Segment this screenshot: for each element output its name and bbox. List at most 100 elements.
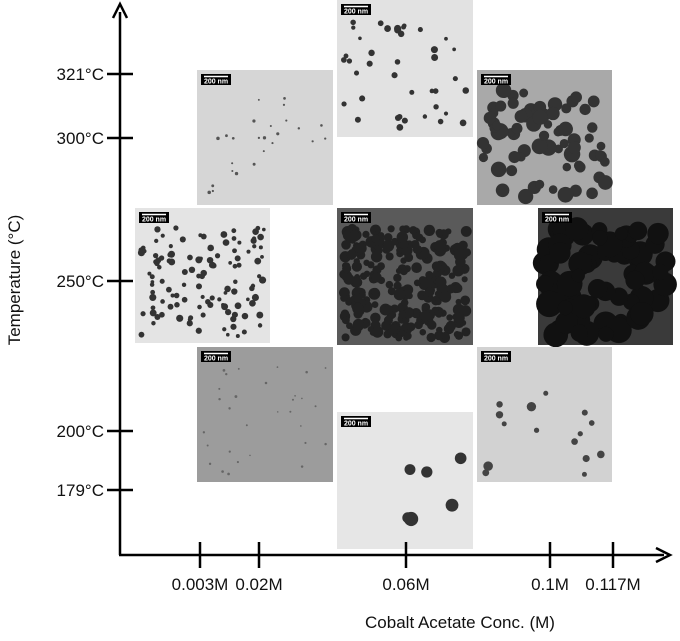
particle — [231, 288, 238, 295]
particle — [195, 283, 202, 290]
particle — [393, 273, 402, 283]
particle — [402, 512, 414, 524]
particle — [573, 160, 584, 171]
particle — [452, 76, 458, 82]
particle — [222, 327, 227, 332]
particle — [222, 239, 230, 246]
particle — [257, 274, 262, 279]
particle — [571, 438, 578, 445]
particle — [483, 111, 497, 125]
particle — [387, 287, 396, 296]
particle — [430, 46, 438, 54]
particle — [245, 424, 248, 427]
particle — [394, 24, 402, 32]
particle — [341, 333, 350, 342]
particle — [324, 367, 327, 369]
particle — [234, 302, 242, 310]
particle — [652, 263, 669, 281]
particle — [231, 228, 237, 234]
particle — [409, 89, 415, 95]
particle — [439, 291, 452, 303]
particle — [168, 244, 173, 249]
particle — [421, 466, 433, 478]
particle — [594, 150, 605, 160]
particle — [460, 295, 471, 306]
y-tick-label: 250°C — [57, 272, 104, 291]
particle — [157, 265, 162, 270]
particle — [625, 270, 645, 290]
scale-bar-label: 200 nm — [142, 217, 166, 224]
particle — [208, 257, 214, 262]
particle — [406, 292, 413, 300]
particle — [385, 252, 394, 261]
particle — [392, 323, 400, 330]
particle — [435, 310, 443, 318]
particle — [221, 470, 224, 473]
particle — [396, 231, 409, 243]
particle — [455, 256, 466, 268]
particle — [557, 300, 573, 316]
particle — [461, 327, 471, 337]
particle — [508, 151, 521, 164]
particle — [152, 252, 159, 259]
particle — [228, 261, 233, 265]
particle — [234, 171, 239, 176]
particle — [393, 288, 406, 301]
particle — [427, 320, 437, 330]
particle — [394, 114, 402, 122]
particle — [571, 294, 596, 319]
scale-bar-box — [341, 212, 371, 223]
particle — [446, 284, 456, 294]
particle — [459, 119, 467, 127]
particle — [252, 228, 259, 235]
particle — [311, 140, 314, 143]
particle — [257, 136, 261, 140]
particle — [209, 295, 215, 301]
particle — [341, 239, 351, 250]
particle — [220, 231, 228, 238]
particle — [351, 261, 363, 272]
particle — [276, 411, 279, 413]
particle — [549, 242, 571, 264]
particle — [413, 279, 421, 287]
particle — [261, 227, 266, 232]
y-tick-label: 179°C — [57, 481, 104, 500]
particle — [371, 272, 382, 283]
particle — [431, 261, 442, 272]
particle — [205, 298, 211, 305]
particle — [260, 254, 264, 259]
particle — [495, 82, 512, 99]
particle — [433, 240, 446, 252]
particle — [584, 133, 594, 143]
scale-bar-box — [341, 416, 371, 427]
particle — [208, 462, 212, 466]
particle — [384, 25, 391, 32]
particle — [343, 273, 355, 285]
particle — [297, 127, 301, 130]
particle — [422, 114, 428, 119]
particle — [404, 253, 414, 263]
particle — [232, 248, 237, 254]
particle — [582, 454, 590, 463]
particle — [443, 111, 449, 116]
particle — [418, 276, 427, 285]
particle — [429, 88, 435, 94]
particle — [234, 395, 238, 398]
particle — [411, 262, 422, 274]
y-tick-label: 200°C — [57, 422, 104, 441]
particle — [346, 322, 353, 330]
particle — [249, 299, 256, 307]
scale-bar-label: 200 nm — [545, 217, 569, 224]
particle — [614, 227, 629, 241]
particle — [181, 269, 188, 275]
particle — [377, 20, 384, 27]
particle — [404, 332, 412, 340]
particle — [195, 327, 202, 334]
particle — [446, 314, 453, 321]
particle — [461, 276, 468, 283]
particle — [231, 311, 238, 318]
particle — [231, 169, 234, 173]
particle — [436, 326, 443, 334]
particle — [241, 312, 249, 320]
particle — [324, 137, 327, 140]
